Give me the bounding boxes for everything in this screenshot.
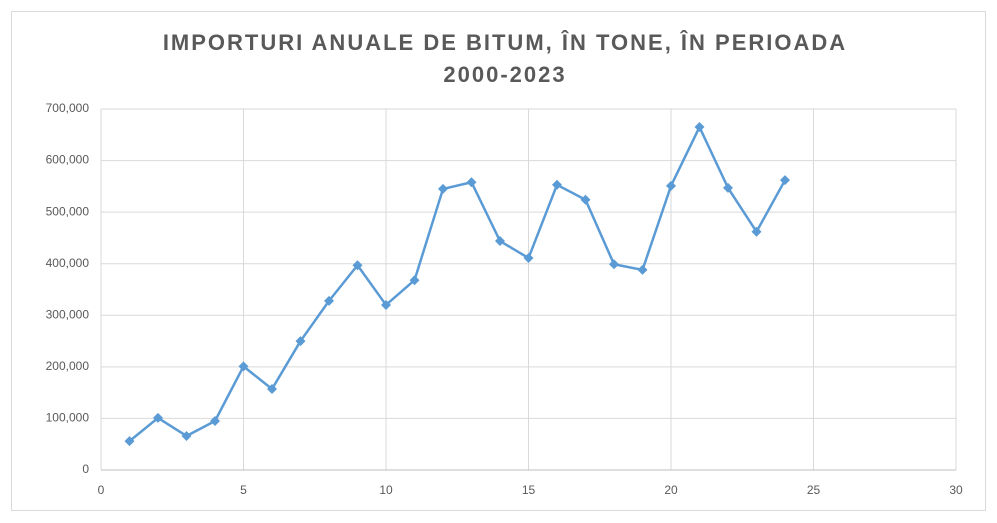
y-tick-label: 100,000 [46,411,90,425]
marker [723,182,733,193]
marker [153,412,163,423]
marker [210,416,220,427]
y-tick-label: 300,000 [46,307,90,321]
marker [466,177,477,188]
y-tick-label: 400,000 [46,256,90,270]
chart-title: IMPORTURI ANUALE DE BITUM, ÎN TONE, ÎN P… [162,30,848,87]
marker [295,336,306,347]
marker [609,259,619,270]
marker [238,361,249,372]
series-line [128,125,787,443]
marker [751,226,762,237]
marker [409,275,420,286]
marker [523,253,534,264]
marker [267,384,277,395]
marker [381,299,391,310]
marker [580,194,591,205]
marker [780,175,790,186]
marker [495,236,505,247]
y-tick-label: 700,000 [46,101,90,115]
marker [181,430,192,441]
y-tick-label: 200,000 [46,359,90,373]
marker [637,264,648,275]
marker [552,179,562,190]
x-tick-label: 20 [664,483,678,497]
x-tick-label: 25 [807,483,821,497]
y-tick-label: 500,000 [46,204,90,218]
y-tick-label: 0 [82,462,89,476]
x-tick-label: 15 [522,483,536,497]
marker [324,295,334,306]
x-tick-label: 5 [240,483,247,497]
marker [352,260,363,271]
marker [666,180,676,191]
marker [124,436,135,447]
x-tick-label: 10 [379,483,393,497]
marker [694,122,705,133]
x-tick-label: 0 [98,483,105,497]
chart-frame [11,11,986,511]
marker [438,183,448,194]
x-tick-label: 30 [949,483,963,497]
y-tick-label: 600,000 [46,153,90,167]
